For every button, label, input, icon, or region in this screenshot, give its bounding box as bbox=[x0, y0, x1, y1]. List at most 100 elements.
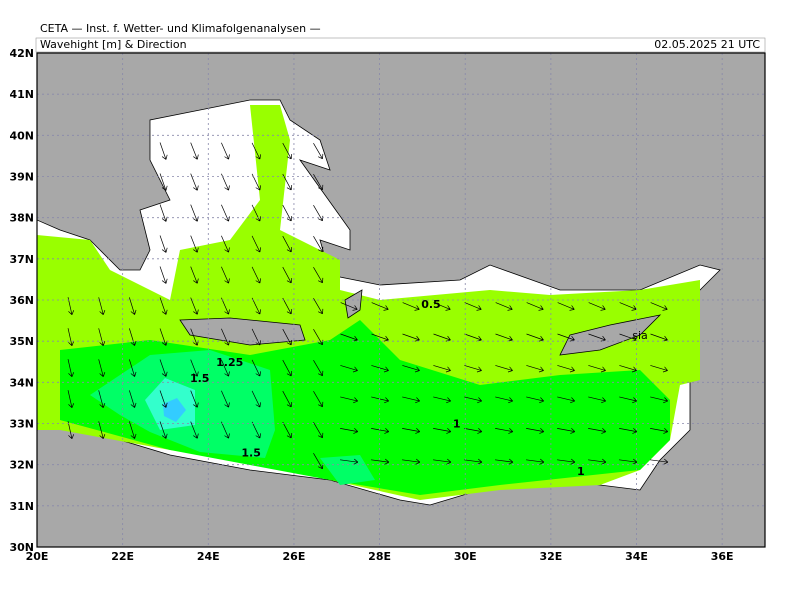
wave-arrow bbox=[340, 396, 359, 404]
wave-arrow bbox=[313, 422, 324, 439]
wave-arrow bbox=[526, 396, 545, 404]
header-date: 02.05.2025 21 UTC bbox=[654, 38, 760, 51]
wave-arrow bbox=[221, 266, 230, 284]
wave-arrows bbox=[67, 142, 669, 470]
wave-arrow bbox=[650, 427, 669, 434]
wave-arrow bbox=[464, 458, 483, 465]
wave-arrow bbox=[340, 302, 358, 311]
x-tick-label: 22E bbox=[111, 550, 134, 563]
wave-arrow bbox=[190, 235, 199, 253]
wave-arrow bbox=[371, 427, 390, 434]
x-tick-label: 26E bbox=[283, 550, 306, 563]
wave-arrow bbox=[340, 458, 359, 465]
wave-arrow bbox=[251, 421, 261, 439]
wave-arrow bbox=[557, 333, 575, 342]
wave-arrow bbox=[190, 359, 199, 377]
wave-arrow bbox=[190, 421, 199, 439]
wave-arrow bbox=[619, 365, 637, 373]
contour-label: 1 bbox=[577, 465, 585, 478]
wave-arrow bbox=[159, 235, 168, 253]
wave-arrow bbox=[371, 396, 390, 404]
y-tick-label: 32N bbox=[9, 459, 34, 472]
wave-arrow bbox=[190, 173, 199, 191]
wave-arrow bbox=[282, 142, 293, 160]
wave-arrow bbox=[159, 142, 168, 160]
wave-arrow bbox=[67, 328, 75, 347]
wave-arrow bbox=[402, 365, 420, 373]
wave-arrow bbox=[402, 333, 420, 342]
wave-arrow bbox=[221, 359, 230, 377]
map-area bbox=[37, 53, 765, 547]
contour-label: 1 bbox=[453, 418, 461, 431]
wave-arrow bbox=[282, 204, 293, 222]
wave-arrow bbox=[619, 427, 638, 434]
wave-arrow bbox=[221, 204, 230, 222]
y-tick-label: 30N bbox=[9, 541, 34, 554]
wave-arrow bbox=[313, 329, 324, 346]
y-tick-label: 37N bbox=[9, 253, 34, 266]
wave-arrow bbox=[402, 427, 421, 434]
wave-arrow bbox=[557, 396, 576, 404]
wave-arrow bbox=[98, 359, 106, 377]
wave-arrow bbox=[190, 297, 199, 315]
x-tick-label: 32E bbox=[539, 550, 562, 563]
wave-arrow bbox=[221, 297, 230, 315]
wave-arrow bbox=[67, 359, 75, 378]
wave-arrow bbox=[464, 302, 482, 311]
wave-arrow bbox=[221, 328, 230, 346]
wave-arrow bbox=[159, 297, 168, 315]
wave-arrow bbox=[371, 333, 389, 342]
wave-arrow bbox=[98, 328, 106, 346]
wave-arrow bbox=[129, 297, 137, 315]
wave-arrow bbox=[340, 427, 359, 434]
wave-band-2 bbox=[163, 398, 186, 422]
wave-arrow bbox=[251, 204, 261, 222]
wave-arrow bbox=[98, 390, 106, 408]
rhodes bbox=[344, 289, 363, 319]
wave-arrow bbox=[588, 458, 607, 465]
wave-arrow bbox=[526, 302, 544, 311]
wave-arrow bbox=[433, 458, 452, 465]
wave-arrow bbox=[557, 458, 576, 465]
wave-arrow bbox=[159, 266, 168, 284]
x-tick-label: 28E bbox=[368, 550, 391, 563]
wave-arrow bbox=[313, 391, 324, 408]
wave-arrow bbox=[650, 396, 669, 404]
y-tick-label: 39N bbox=[9, 171, 34, 184]
wave-arrow bbox=[650, 458, 669, 465]
wave-arrow bbox=[251, 297, 261, 315]
wave-arrow bbox=[619, 396, 638, 404]
wave-arrow bbox=[371, 365, 389, 373]
wave-arrow bbox=[495, 302, 513, 311]
y-tick-label: 33N bbox=[9, 418, 34, 431]
wave-arrow bbox=[495, 396, 514, 404]
wave-arrow bbox=[495, 427, 514, 434]
y-tick-label: 40N bbox=[9, 129, 34, 142]
wave-arrow bbox=[526, 458, 545, 465]
wave-arrow bbox=[282, 359, 293, 377]
wave-arrow bbox=[313, 360, 324, 377]
header-title: CETA — Inst. f. Wetter- und Klimafolgena… bbox=[40, 22, 321, 35]
y-tick-label: 34N bbox=[9, 376, 34, 389]
cyprus bbox=[559, 314, 662, 356]
wave-arrow bbox=[433, 396, 452, 404]
header-subtitle: Wavehight [m] & Direction bbox=[40, 38, 187, 51]
wave-arrow bbox=[159, 204, 168, 222]
wave-arrow bbox=[557, 302, 575, 311]
wave-arrow bbox=[402, 396, 421, 404]
wave-arrow bbox=[282, 235, 293, 253]
header-box bbox=[35, 37, 766, 53]
labels: 20E 22E 24E 26E 28E 30E 32E 34E 36E 30N 31N 32N 33N 3… bbox=[9, 47, 733, 563]
wave-arrow bbox=[371, 302, 389, 311]
wave-arrow bbox=[588, 396, 607, 404]
x-tick-label: 30E bbox=[454, 550, 477, 563]
wave-arrow bbox=[402, 302, 420, 311]
wave-arrow bbox=[619, 458, 638, 465]
wave-arrow bbox=[282, 297, 293, 315]
wave-arrow bbox=[495, 365, 513, 373]
wave-arrow bbox=[190, 266, 199, 284]
wave-arrow bbox=[251, 235, 261, 253]
x-tick-label: 20E bbox=[26, 550, 49, 563]
